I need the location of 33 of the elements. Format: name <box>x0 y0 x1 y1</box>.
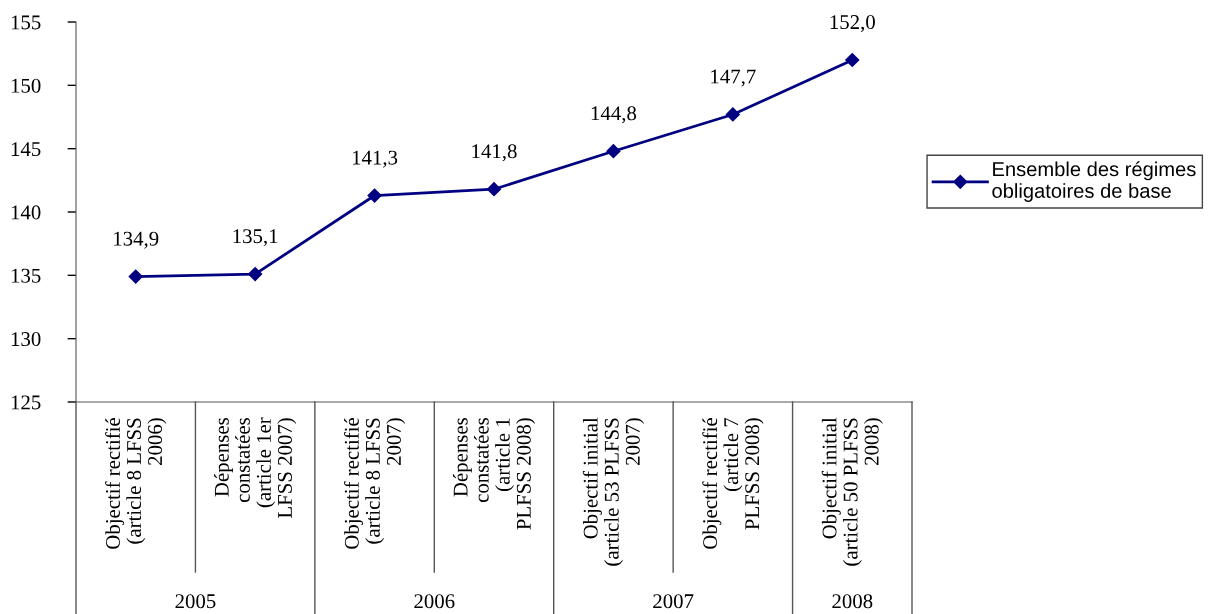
data-label: 152,0 <box>830 15 875 33</box>
y-tick-label: 140 <box>11 205 41 220</box>
x-tick-label: Objectif rectifié (article 7 PLFSS 2008) <box>702 417 764 549</box>
point <box>486 182 502 197</box>
point <box>248 266 263 282</box>
x-tick-label: Objectif initial (article 53 PLFSS 2007) <box>582 417 645 566</box>
point <box>606 144 621 159</box>
x-tick-label: Objectif rectifié (article 8 LFSS 2007) <box>343 418 406 549</box>
y-tick-label: 125 <box>11 395 41 410</box>
x-tick-label: Dépenses constatées (article 1er LFSS 2007) <box>214 417 297 518</box>
text: 2008 <box>832 594 873 609</box>
x-tick-label: Objectif rectifié (article 8 LFSS 2006) <box>105 418 167 549</box>
point <box>845 52 860 68</box>
y-tick-label: 150 <box>11 78 41 93</box>
text: 2007 <box>653 594 694 609</box>
legend-label: Ensemble des régimes obligatoires de base <box>992 161 1196 202</box>
data-label: 147,7 <box>711 69 756 87</box>
data-label: 135,1 <box>233 229 278 247</box>
data-label: 134,9 <box>114 231 159 249</box>
text: 2006 <box>414 594 455 609</box>
y-tick-label: 145 <box>11 142 41 157</box>
point <box>725 107 740 122</box>
point <box>128 269 143 284</box>
point <box>367 188 382 203</box>
x-tick-label: Objectif initial (article 50 PLFSS 2008) <box>821 417 883 566</box>
data-label: 144,8 <box>591 106 637 124</box>
y-tick-label: 155 <box>11 15 41 30</box>
y-tick-label: 135 <box>11 268 41 283</box>
y-tick-label: 130 <box>11 332 41 347</box>
data-label: 141,8 <box>472 144 517 162</box>
data-label: 141,3 <box>352 150 398 168</box>
text: 2005 <box>175 594 216 609</box>
x-tick-label: Dépenses constatées (article 1 PLFSS 2008) <box>452 418 536 530</box>
